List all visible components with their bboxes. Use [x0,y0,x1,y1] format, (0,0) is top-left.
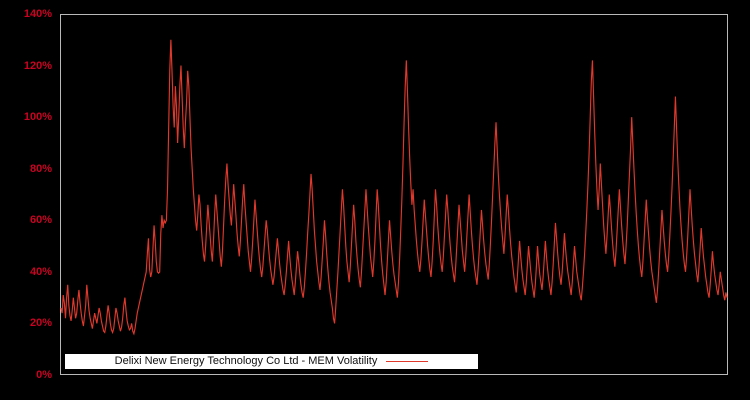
y-tick-label-3: 60% [29,214,52,227]
y-tick-label-0: 0% [36,369,52,381]
y-tick-label-6: 120% [23,59,52,72]
plot-frame [60,14,728,375]
legend-label: Delixi New Energy Technology Co Ltd - ME… [114,355,378,367]
series-line-mem-volatility [60,39,728,336]
legend-line-swatch-icon [386,361,429,362]
y-axis: 0% 20% 40% 60% 80% 100% 120% 140% [0,0,58,400]
y-tick-label-1: 20% [29,317,52,330]
y-tick-label-2: 40% [29,265,52,278]
y-tick-label-4: 80% [29,162,52,175]
series-plot-area [60,39,728,336]
legend: Delixi New Energy Technology Co Ltd - ME… [65,354,478,369]
y-tick-label-5: 100% [23,111,52,124]
y-tick-label-7: 140% [23,8,52,20]
